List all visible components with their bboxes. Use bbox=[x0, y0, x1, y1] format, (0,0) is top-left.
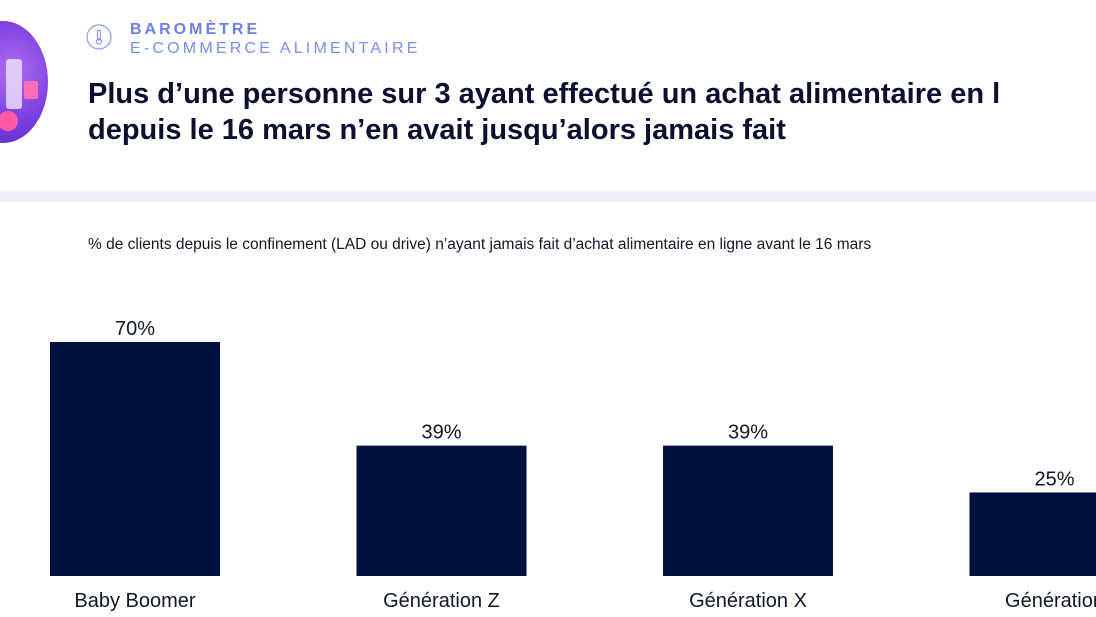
bar-3 bbox=[663, 445, 833, 576]
category-label-2: Génération Z bbox=[383, 590, 500, 612]
kicker-title: BAROMÈTRE bbox=[130, 21, 261, 38]
data-label-4: 25% bbox=[1034, 468, 1074, 490]
data-label-2: 39% bbox=[421, 422, 461, 444]
chart-title: % de clients depuis le confinement (LAD … bbox=[88, 236, 872, 253]
category-label-3: Génération X bbox=[689, 590, 807, 612]
kicker-subtitle: E-COMMERCE ALIMENTAIRE bbox=[130, 40, 421, 57]
thermometer-icon bbox=[86, 24, 112, 50]
bar-4 bbox=[969, 492, 1096, 576]
decor-dot bbox=[0, 111, 18, 131]
data-label-3: 39% bbox=[728, 422, 768, 444]
divider bbox=[0, 191, 1096, 202]
category-label-1: Baby Boomer bbox=[74, 590, 196, 612]
headline-line-1: Plus d’une personne sur 3 ayant effectué… bbox=[88, 78, 1001, 110]
page-title: Plus d’une personne sur 3 ayant effectué… bbox=[88, 76, 1096, 148]
data-label-1: 70% bbox=[115, 318, 155, 340]
phone-illustration bbox=[6, 59, 22, 109]
headline-line-2: depuis le 16 mars n’en avait jusqu’alors… bbox=[88, 114, 786, 146]
bar-1 bbox=[50, 342, 220, 576]
card-illustration bbox=[24, 81, 38, 99]
category-label-4: Génération bbox=[1005, 590, 1096, 612]
bar-2 bbox=[356, 445, 527, 576]
